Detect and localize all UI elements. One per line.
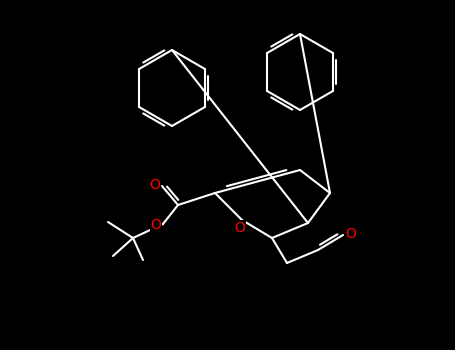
Text: O: O <box>150 178 161 192</box>
Text: O: O <box>345 227 356 241</box>
Text: O: O <box>235 221 245 235</box>
Text: O: O <box>151 218 162 232</box>
